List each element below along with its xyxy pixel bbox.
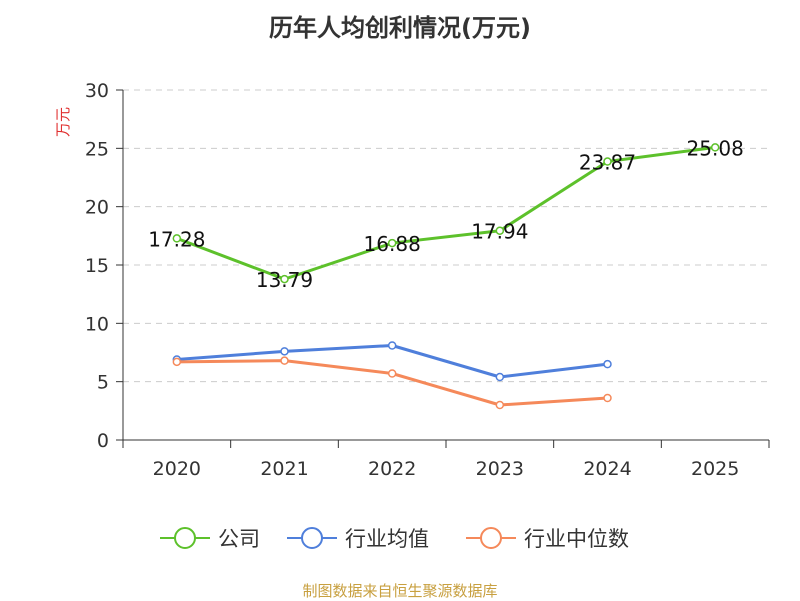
data-point — [603, 359, 612, 369]
series-line-2 — [176, 359, 608, 407]
legend: 公司 行业均值 行业中位数 — [160, 527, 629, 551]
legend-label: 公司 — [218, 527, 260, 551]
data-label: 17.28 — [148, 227, 205, 251]
data-point — [280, 347, 289, 356]
y-tick-label: 20 — [85, 197, 109, 219]
y-tick-label: 15 — [85, 255, 109, 277]
x-tick-label: 2023 — [476, 458, 524, 480]
y-axis-label: 万元 — [54, 107, 72, 137]
data-point — [710, 143, 720, 152]
x-tick-label: 2024 — [583, 458, 631, 480]
data-point — [387, 341, 397, 350]
data-label: 25.08 — [687, 136, 744, 160]
y-tick-label: 10 — [85, 313, 109, 335]
data-point — [603, 393, 612, 403]
x-tick-label: 2020 — [153, 458, 201, 480]
data-point — [172, 234, 182, 243]
legend-marker — [301, 527, 323, 549]
data-point — [495, 226, 505, 235]
data-point — [387, 238, 397, 248]
series-line-0 — [176, 145, 716, 281]
data-point — [495, 400, 505, 410]
data-point — [603, 157, 612, 166]
legend-marker — [480, 527, 502, 549]
legend-label: 行业均值 — [345, 527, 429, 551]
series-lines — [172, 143, 720, 410]
data-point — [280, 356, 289, 365]
legend-label: 行业中位数 — [524, 527, 629, 551]
y-tick-label: 25 — [85, 138, 109, 160]
data-labels: 17.28 13.79 16.88 17.94 23.87 25.08 — [148, 136, 744, 292]
data-point — [280, 274, 289, 284]
data-point — [172, 357, 182, 367]
x-tick-label: 2021 — [260, 458, 308, 480]
data-label: 23.87 — [579, 151, 636, 175]
x-tick-label: 2025 — [691, 458, 739, 480]
data-point — [387, 369, 397, 378]
chart-title: 历年人均创利情况(万元) — [269, 14, 531, 42]
data-label: 16.88 — [364, 232, 421, 256]
source-note: 制图数据来自恒生聚源数据库 — [302, 582, 498, 600]
y-tick-label: 30 — [85, 80, 109, 102]
data-label: 13.79 — [256, 268, 313, 292]
x-tick-label: 2022 — [368, 458, 416, 480]
y-tick-label: 5 — [97, 372, 109, 394]
data-label: 17.94 — [471, 220, 528, 244]
data-point — [495, 372, 505, 382]
legend-marker — [174, 527, 196, 549]
y-tick-label: 0 — [97, 430, 109, 452]
grid-lines — [123, 89, 769, 383]
